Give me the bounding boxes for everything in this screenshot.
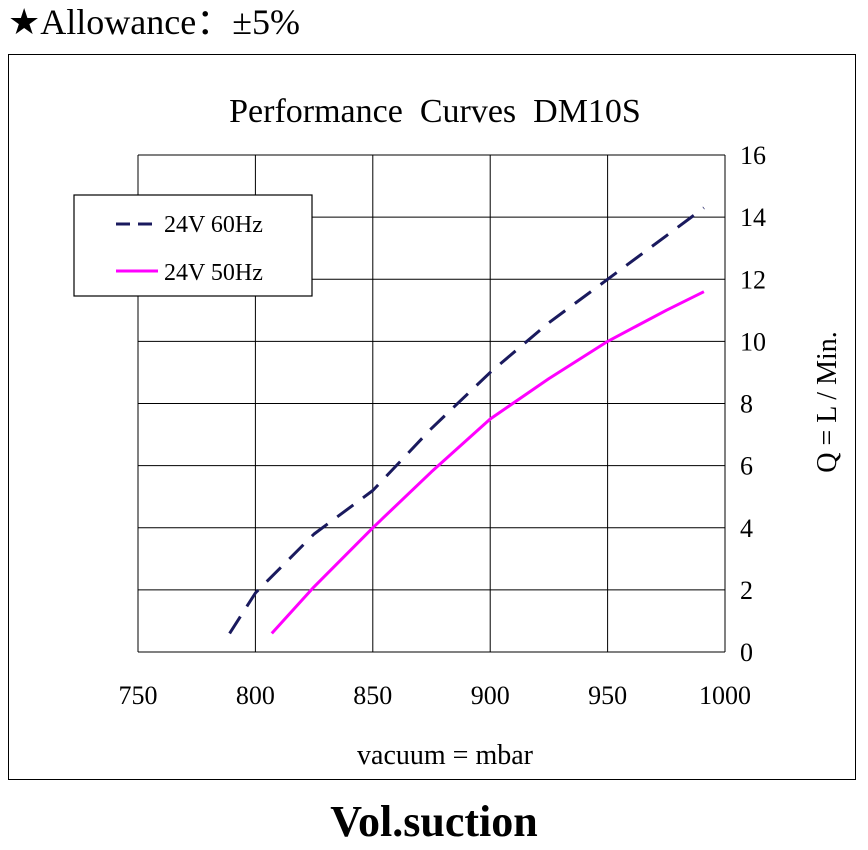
y-axis-label: Q = L / Min. (812, 331, 843, 473)
y-axis-ticks: 0 2 4 6 8 10 12 14 16 (740, 141, 766, 667)
x-tick-label-900: 900 (471, 681, 510, 710)
y-tick-label-2: 2 (740, 576, 753, 605)
x-axis-ticks: 750 800 850 900 950 1000 (119, 681, 752, 710)
y-tick-label-14: 14 (740, 203, 766, 232)
x-tick-label-950: 950 (588, 681, 627, 710)
footer-title: Vol.suction (330, 797, 538, 846)
y-tick-label-8: 8 (740, 390, 753, 419)
series-line-24v-60hz (228, 206, 705, 635)
x-tick-label-850: 850 (353, 681, 392, 710)
y-tick-label-10: 10 (740, 327, 766, 356)
y-tick-label-16: 16 (740, 141, 766, 170)
series-line-24v-50hz (270, 290, 705, 635)
legend-box (73, 194, 313, 297)
allowance-text: Allowance：±5% (40, 2, 300, 42)
x-tick-label-750: 750 (119, 681, 158, 710)
y-tick-label-0: 0 (740, 638, 753, 667)
chart-frame (8, 54, 856, 780)
y-tick-label-6: 6 (740, 452, 753, 481)
x-tick-label-800: 800 (236, 681, 275, 710)
y-tick-label-12: 12 (740, 265, 766, 294)
legend: 24V 60Hz 24V 50Hz (73, 194, 313, 297)
series-lines (228, 206, 705, 635)
star-icon: ★ (8, 2, 41, 42)
x-tick-label-1000: 1000 (699, 681, 751, 710)
x-axis-label: vacuum = mbar (357, 740, 534, 771)
grid (137, 154, 726, 653)
allowance-note: ★Allowance：±5% (8, 0, 300, 44)
chart-title: Performance Curves DM10S (229, 93, 641, 130)
legend-label-60hz: 24V 60Hz (164, 212, 263, 238)
legend-label-50hz: 24V 50Hz (164, 260, 263, 286)
y-tick-label-4: 4 (740, 514, 753, 543)
